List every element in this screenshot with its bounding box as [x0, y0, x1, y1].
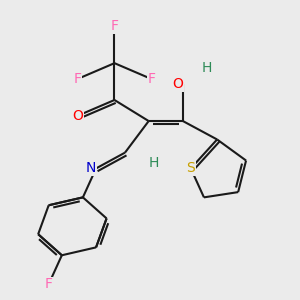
Text: F: F: [110, 19, 118, 33]
Text: H: H: [149, 156, 159, 170]
Text: F: F: [74, 72, 82, 86]
Text: O: O: [72, 109, 83, 123]
Text: S: S: [186, 161, 195, 176]
Text: F: F: [45, 277, 53, 291]
Text: O: O: [172, 77, 183, 91]
Text: H: H: [201, 61, 212, 75]
Text: F: F: [147, 72, 155, 86]
Text: N: N: [86, 161, 96, 176]
